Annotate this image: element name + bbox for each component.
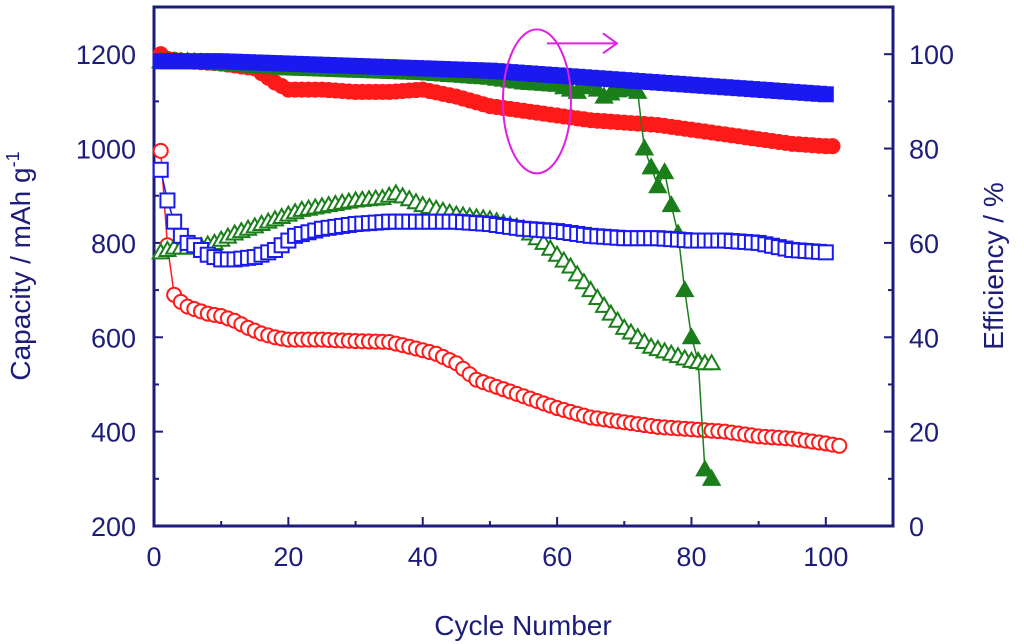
x-tick-label: 80 [676, 542, 706, 572]
data-point-triangle [641, 157, 661, 175]
data-point-square [817, 244, 834, 261]
data-point-circle [824, 138, 841, 155]
data-point-triangle [634, 138, 655, 156]
annotation [501, 28, 619, 175]
data-point-square [152, 161, 169, 178]
y-left-tick-label: 200 [91, 512, 136, 542]
data-point-triangle [695, 459, 715, 477]
data-point-triangle [580, 280, 601, 298]
data-point-triangle [587, 287, 608, 305]
data-point-circle [831, 437, 848, 454]
data-point-triangle [661, 195, 682, 213]
data-point-triangle [560, 256, 581, 274]
x-tick-label: 100 [803, 542, 848, 572]
data-point-triangle [627, 81, 648, 99]
y-axis-left-label-main: Capacity / mAh g [5, 167, 36, 380]
y-left-tick-label: 600 [91, 323, 136, 353]
series-red-circle-open [152, 142, 848, 454]
x-axis-label: Cycle Number [434, 610, 611, 641]
x-tick-label: 0 [146, 542, 161, 572]
data-point-triangle [574, 272, 594, 290]
data-point-triangle [567, 264, 587, 282]
y-axis-right-label: Efficiency / % [978, 182, 1009, 350]
series-layer [150, 46, 848, 486]
y-axis-left-label-sup: -1 [3, 151, 23, 167]
y-right-tick-label: 0 [909, 512, 924, 542]
annotation-arrow-head [602, 32, 619, 55]
y-right-tick-label: 60 [909, 229, 939, 259]
data-point-square [817, 86, 834, 103]
data-point-triangle [675, 280, 695, 298]
data-point-triangle [594, 295, 614, 313]
y-right-tick-label: 40 [909, 323, 939, 353]
plot-frame [152, 5, 895, 528]
x-tick-label: 40 [408, 542, 438, 572]
data-point-triangle [681, 327, 702, 345]
tick-marks [153, 53, 893, 527]
y-right-tick-label: 100 [909, 40, 954, 70]
data-point-triangle [701, 353, 722, 371]
series-line [159, 150, 840, 447]
tick-labels: 0 20 40 60 80 100 200 400 600 800 1000 1200 0 20 40 60 8… [76, 40, 954, 572]
y-right-tick-label: 80 [909, 135, 939, 165]
data-point-circle [152, 142, 169, 159]
data-point-triangle [648, 176, 668, 194]
x-tick-label: 20 [273, 542, 303, 572]
y-left-tick-label: 1000 [76, 135, 136, 165]
data-point-square [159, 192, 176, 209]
y-left-tick-label: 400 [91, 418, 136, 448]
annotation-ellipse [501, 28, 572, 175]
y-right-tick-label: 20 [909, 418, 939, 448]
data-point-triangle [701, 468, 722, 486]
y-axis-left-label: Capacity / mAh g-1 [3, 151, 36, 380]
y-left-tick-label: 800 [91, 229, 136, 259]
data-point-square [166, 213, 183, 230]
series-blue-square-open [152, 161, 834, 268]
series-blue-square-filled [152, 53, 834, 103]
x-tick-label: 60 [542, 542, 572, 572]
y-left-tick-label: 1200 [76, 40, 136, 70]
series-green-triangle-open [150, 183, 722, 371]
data-point-triangle [654, 162, 675, 180]
